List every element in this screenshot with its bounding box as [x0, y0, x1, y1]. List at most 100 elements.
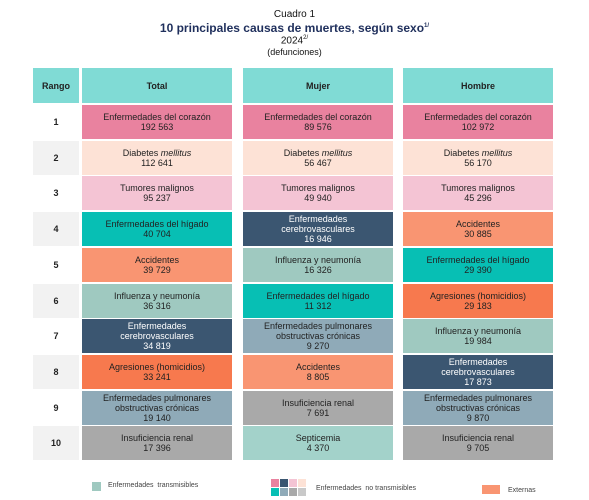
cause-value: 8 805 [306, 371, 330, 382]
header-cell: Total [82, 68, 232, 103]
legend-swatch [289, 479, 297, 487]
cause-cell: Enfermedades cerebrovasculares 17 873 [403, 354, 553, 389]
cause-name: Influenza y neumonía [275, 255, 361, 265]
cause-value: 192 563 [140, 122, 174, 132]
cause-cell: Tumores malignos 95 237 [82, 176, 232, 211]
cause-cell: Agresiones (homicidios) 29 183 [403, 283, 553, 318]
cause-cell: Influenza y neumonía 16 326 [243, 247, 393, 282]
cause-name-text: Diabetes [443, 147, 480, 158]
cause-name: Insuficiencia renal [282, 398, 354, 408]
cause-name: Accidentes [296, 362, 340, 372]
cause-name-italic: mellitus [481, 147, 513, 158]
cause-name-text: Enfermedades del corazón [424, 112, 532, 122]
cause-value: 95 237 [143, 193, 171, 204]
cause-value: 56 170 [464, 157, 492, 168]
cause-value: 45 296 [464, 193, 492, 204]
rank-cell: 2 [33, 140, 79, 175]
cause-name-text: Enfermedades pulmonares obstructivas cró… [102, 392, 212, 413]
cause-value: 34 819 [143, 341, 171, 352]
cause-name-text: Agresiones (homicidios) [108, 361, 206, 372]
cause-name: Diabetes mellitus [444, 148, 513, 158]
title: 10 principales causas de muertes, según … [0, 21, 589, 35]
cause-value: 17 396 [143, 443, 171, 454]
cause-value: 112 641 [141, 157, 173, 168]
legend-swatch [271, 488, 279, 496]
cause-value: 11 312 [304, 300, 332, 311]
cause-name: Accidentes [456, 219, 500, 229]
cause-cell: Enfermedades pulmonares obstructivas cró… [403, 390, 553, 425]
cause-name: Tumores malignos [281, 183, 355, 193]
cause-cell: Tumores malignos 49 940 [243, 176, 393, 211]
title-note: 1/ [424, 23, 430, 29]
cause-cell: Enfermedades del hígado 40 704 [82, 212, 232, 247]
cause-cell: Enfermedades del hígado 29 390 [403, 247, 553, 282]
cause-value: 36 316 [143, 300, 171, 311]
cause-name-text: Influenza y neumonía [434, 326, 522, 337]
cause-cell: Enfermedades pulmonares obstructivas cró… [82, 390, 232, 425]
cause-cell: Diabetes mellitus 112 641 [82, 140, 232, 175]
cause-cell: Influenza y neumonía 36 316 [82, 283, 232, 318]
rank-cell: 4 [33, 212, 79, 247]
cause-value: 40 704 [143, 229, 171, 240]
cause-name-text: Enfermedades pulmonares obstructivas cró… [263, 321, 373, 342]
cause-cell: Diabetes mellitus 56 467 [243, 140, 393, 175]
cause-cell: Enfermedades del corazón 102 972 [403, 105, 553, 139]
cause-name: Tumores malignos [120, 183, 194, 193]
cause-name-text: Insuficiencia renal [281, 397, 355, 408]
cause-name: Enfermedades del corazón [424, 112, 532, 122]
cause-value: 16 326 [304, 264, 332, 275]
cause-value: 29 183 [464, 300, 492, 311]
cause-value: 4 370 [306, 443, 330, 454]
cause-value: 89 576 [304, 122, 332, 132]
cause-value: 19 984 [464, 336, 492, 347]
cause-name: Enfermedades del hígado [105, 219, 208, 229]
cause-value: 30 885 [464, 229, 492, 240]
cause-value: 9 270 [306, 341, 330, 352]
cause-cell: Tumores malignos 45 296 [403, 176, 553, 211]
cause-name: Enfermedades del corazón [103, 112, 211, 122]
cause-name-text: Accidentes [455, 219, 501, 230]
cause-cell: Enfermedades cerebrovasculares 34 819 [82, 319, 232, 354]
cause-name-text: Enfermedades cerebrovasculares [281, 214, 355, 235]
legend-swatch [298, 488, 306, 496]
title-text: 10 principales causas de muertes, según … [159, 21, 425, 35]
cause-value: 16 946 [304, 234, 332, 245]
rank-cell: 10 [33, 426, 79, 461]
cause-name-text: Tumores malignos [120, 183, 194, 194]
cause-cell: Enfermedades del corazón 192 563 [82, 105, 232, 139]
cause-name: Enfermedades cerebrovasculares [96, 321, 218, 341]
header-cell: Mujer [243, 68, 393, 103]
cause-name-text: Influenza y neumonía [274, 254, 362, 265]
legend-swatch [92, 482, 101, 491]
legend-swatch [271, 479, 279, 487]
cause-name: Diabetes mellitus [284, 148, 353, 158]
cause-name-text: Enfermedades pulmonares obstructivas cró… [423, 392, 533, 413]
cause-cell: Enfermedades pulmonares obstructivas cró… [243, 319, 393, 354]
cause-name-text: Enfermedades del corazón [264, 112, 372, 122]
cause-cell: Accidentes 30 885 [403, 212, 553, 247]
cause-name: Enfermedades pulmonares obstructivas cró… [257, 321, 379, 341]
cause-name-text: Influenza y neumonía [113, 290, 201, 301]
cause-name-text: Enfermedades del hígado [426, 254, 530, 265]
cause-name-text: Accidentes [134, 254, 180, 265]
cause-name-text: Diabetes [283, 147, 320, 158]
cause-name-text: Enfermedades del hígado [266, 290, 370, 301]
cause-name: Enfermedades del hígado [266, 291, 369, 301]
rank-cell: 3 [33, 176, 79, 211]
cause-name: Agresiones (homicidios) [430, 291, 526, 301]
legend-label: Externas [508, 487, 536, 494]
cause-name: Enfermedades del corazón [264, 112, 372, 122]
cause-name: Tumores malignos [441, 183, 515, 193]
cause-name: Enfermedades del hígado [426, 255, 529, 265]
cause-cell: Insuficiencia renal 7 691 [243, 390, 393, 425]
rank-cell: 9 [33, 390, 79, 425]
cause-value: 7 691 [306, 407, 330, 418]
cause-name-text: Enfermedades cerebrovasculares [120, 321, 194, 342]
cause-name: Insuficiencia renal [121, 433, 193, 443]
cause-name: Accidentes [135, 255, 179, 265]
cause-name: Enfermedades cerebrovasculares [417, 357, 539, 377]
legend-swatch [280, 488, 288, 496]
cause-cell: Enfermedades del corazón 89 576 [243, 105, 393, 139]
cause-cell: Agresiones (homicidios) 33 241 [82, 354, 232, 389]
cause-name-italic: mellitus [321, 147, 353, 158]
